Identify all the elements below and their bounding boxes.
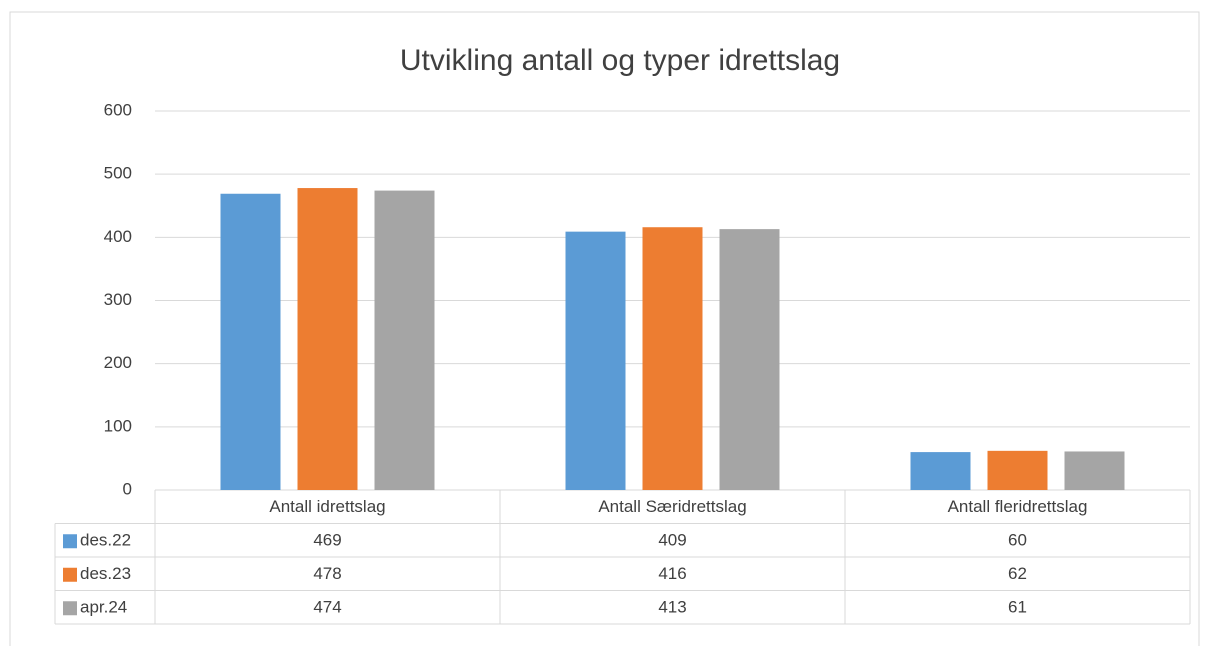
data-label: 416	[658, 564, 686, 583]
bar	[719, 229, 780, 490]
y-tick-label: 500	[104, 164, 132, 183]
bar	[910, 452, 971, 490]
bar	[987, 450, 1048, 490]
y-tick-label: 300	[104, 290, 132, 309]
data-label: 61	[1008, 598, 1027, 617]
data-label: 60	[1008, 531, 1027, 550]
x-tick-label: Antall idrettslag	[269, 497, 385, 516]
y-tick-label: 400	[104, 227, 132, 246]
bar	[565, 231, 626, 491]
legend-label: apr.24	[80, 598, 127, 617]
legend-label: des.23	[80, 564, 131, 583]
y-tick-label: 200	[104, 353, 132, 372]
chart-title: Utvikling antall og typer idrettslag	[400, 44, 840, 77]
x-tick-label: Antall fleridrettslag	[948, 497, 1088, 516]
data-label: 474	[313, 598, 341, 617]
data-label: 469	[313, 531, 341, 550]
data-label: 478	[313, 564, 341, 583]
data-label: 62	[1008, 564, 1027, 583]
bar	[374, 190, 435, 490]
data-label: 413	[658, 598, 686, 617]
bar	[1064, 451, 1125, 490]
data-label: 409	[658, 531, 686, 550]
x-tick-label: Antall Særidrettslag	[598, 497, 746, 516]
y-tick-label: 0	[123, 479, 132, 498]
legend-swatch	[63, 567, 77, 582]
legend-label: des.22	[80, 531, 131, 550]
bar	[297, 188, 358, 490]
bar	[642, 227, 703, 490]
legend-swatch	[63, 601, 77, 616]
y-tick-label: 600	[104, 100, 132, 119]
legend-swatch	[63, 534, 77, 549]
bar	[220, 193, 281, 490]
y-tick-label: 100	[104, 416, 132, 435]
